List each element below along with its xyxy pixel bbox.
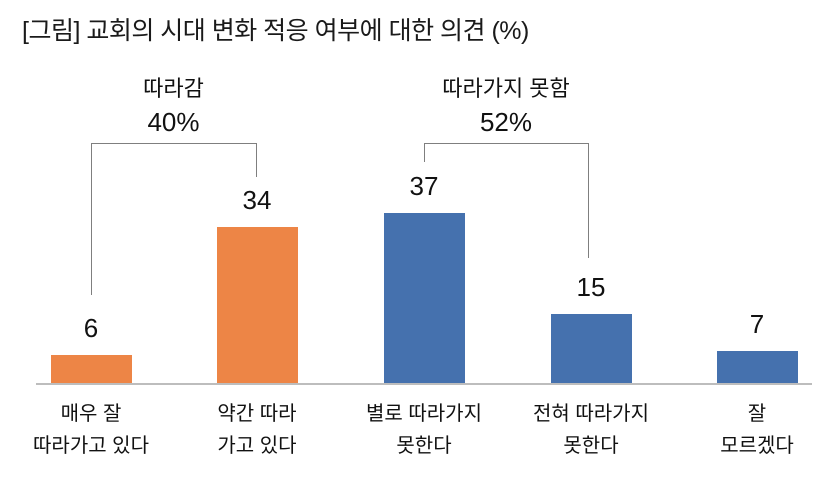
bracket-0-left-leg [91, 143, 92, 295]
bar-3 [550, 314, 632, 383]
bracket-1-hline [424, 143, 589, 144]
category-label-4-line-1: 모르겠다 [720, 435, 794, 457]
x-axis-line [36, 383, 812, 385]
category-label-0-line-1: 따라가고 있다 [33, 435, 149, 457]
value-label-0: 6 [83, 313, 99, 343]
annotation-label-1: 따라가지 못함 [442, 76, 570, 101]
value-label-2: 37 [409, 171, 439, 201]
category-label-0-line-0: 매우 잘 [60, 403, 122, 425]
bracket-1-right-leg [588, 143, 589, 258]
annotation-percent-1: 52% [479, 107, 533, 137]
category-label-2-line-1: 못한다 [396, 435, 452, 457]
value-label-3: 15 [576, 272, 606, 302]
category-label-3-line-1: 못한다 [563, 435, 619, 457]
annotation-percent-0: 40% [147, 107, 200, 137]
bracket-0-right-leg [256, 143, 257, 177]
category-label-4-line-0: 잘 [747, 403, 767, 425]
bracket-0-hline [91, 143, 257, 144]
value-label-1: 34 [242, 185, 272, 215]
chart-title: [그림] 교회의 시대 변화 적응 여부에 대한 의견 (%) [22, 17, 529, 45]
category-label-2-line-0: 별로 따라가지 [366, 403, 482, 425]
value-label-4: 7 [749, 309, 765, 339]
category-label-1-line-0: 약간 따라 [217, 403, 297, 425]
bar-4 [716, 351, 798, 383]
category-label-3-line-0: 전혀 따라가지 [533, 403, 649, 425]
category-label-1-line-1: 가고 있다 [217, 435, 297, 457]
bar-1 [216, 227, 298, 383]
bar-2 [383, 213, 465, 383]
annotation-label-0: 따라감 [143, 76, 204, 101]
bracket-1-left-leg [424, 143, 425, 162]
bar-0 [50, 355, 132, 383]
